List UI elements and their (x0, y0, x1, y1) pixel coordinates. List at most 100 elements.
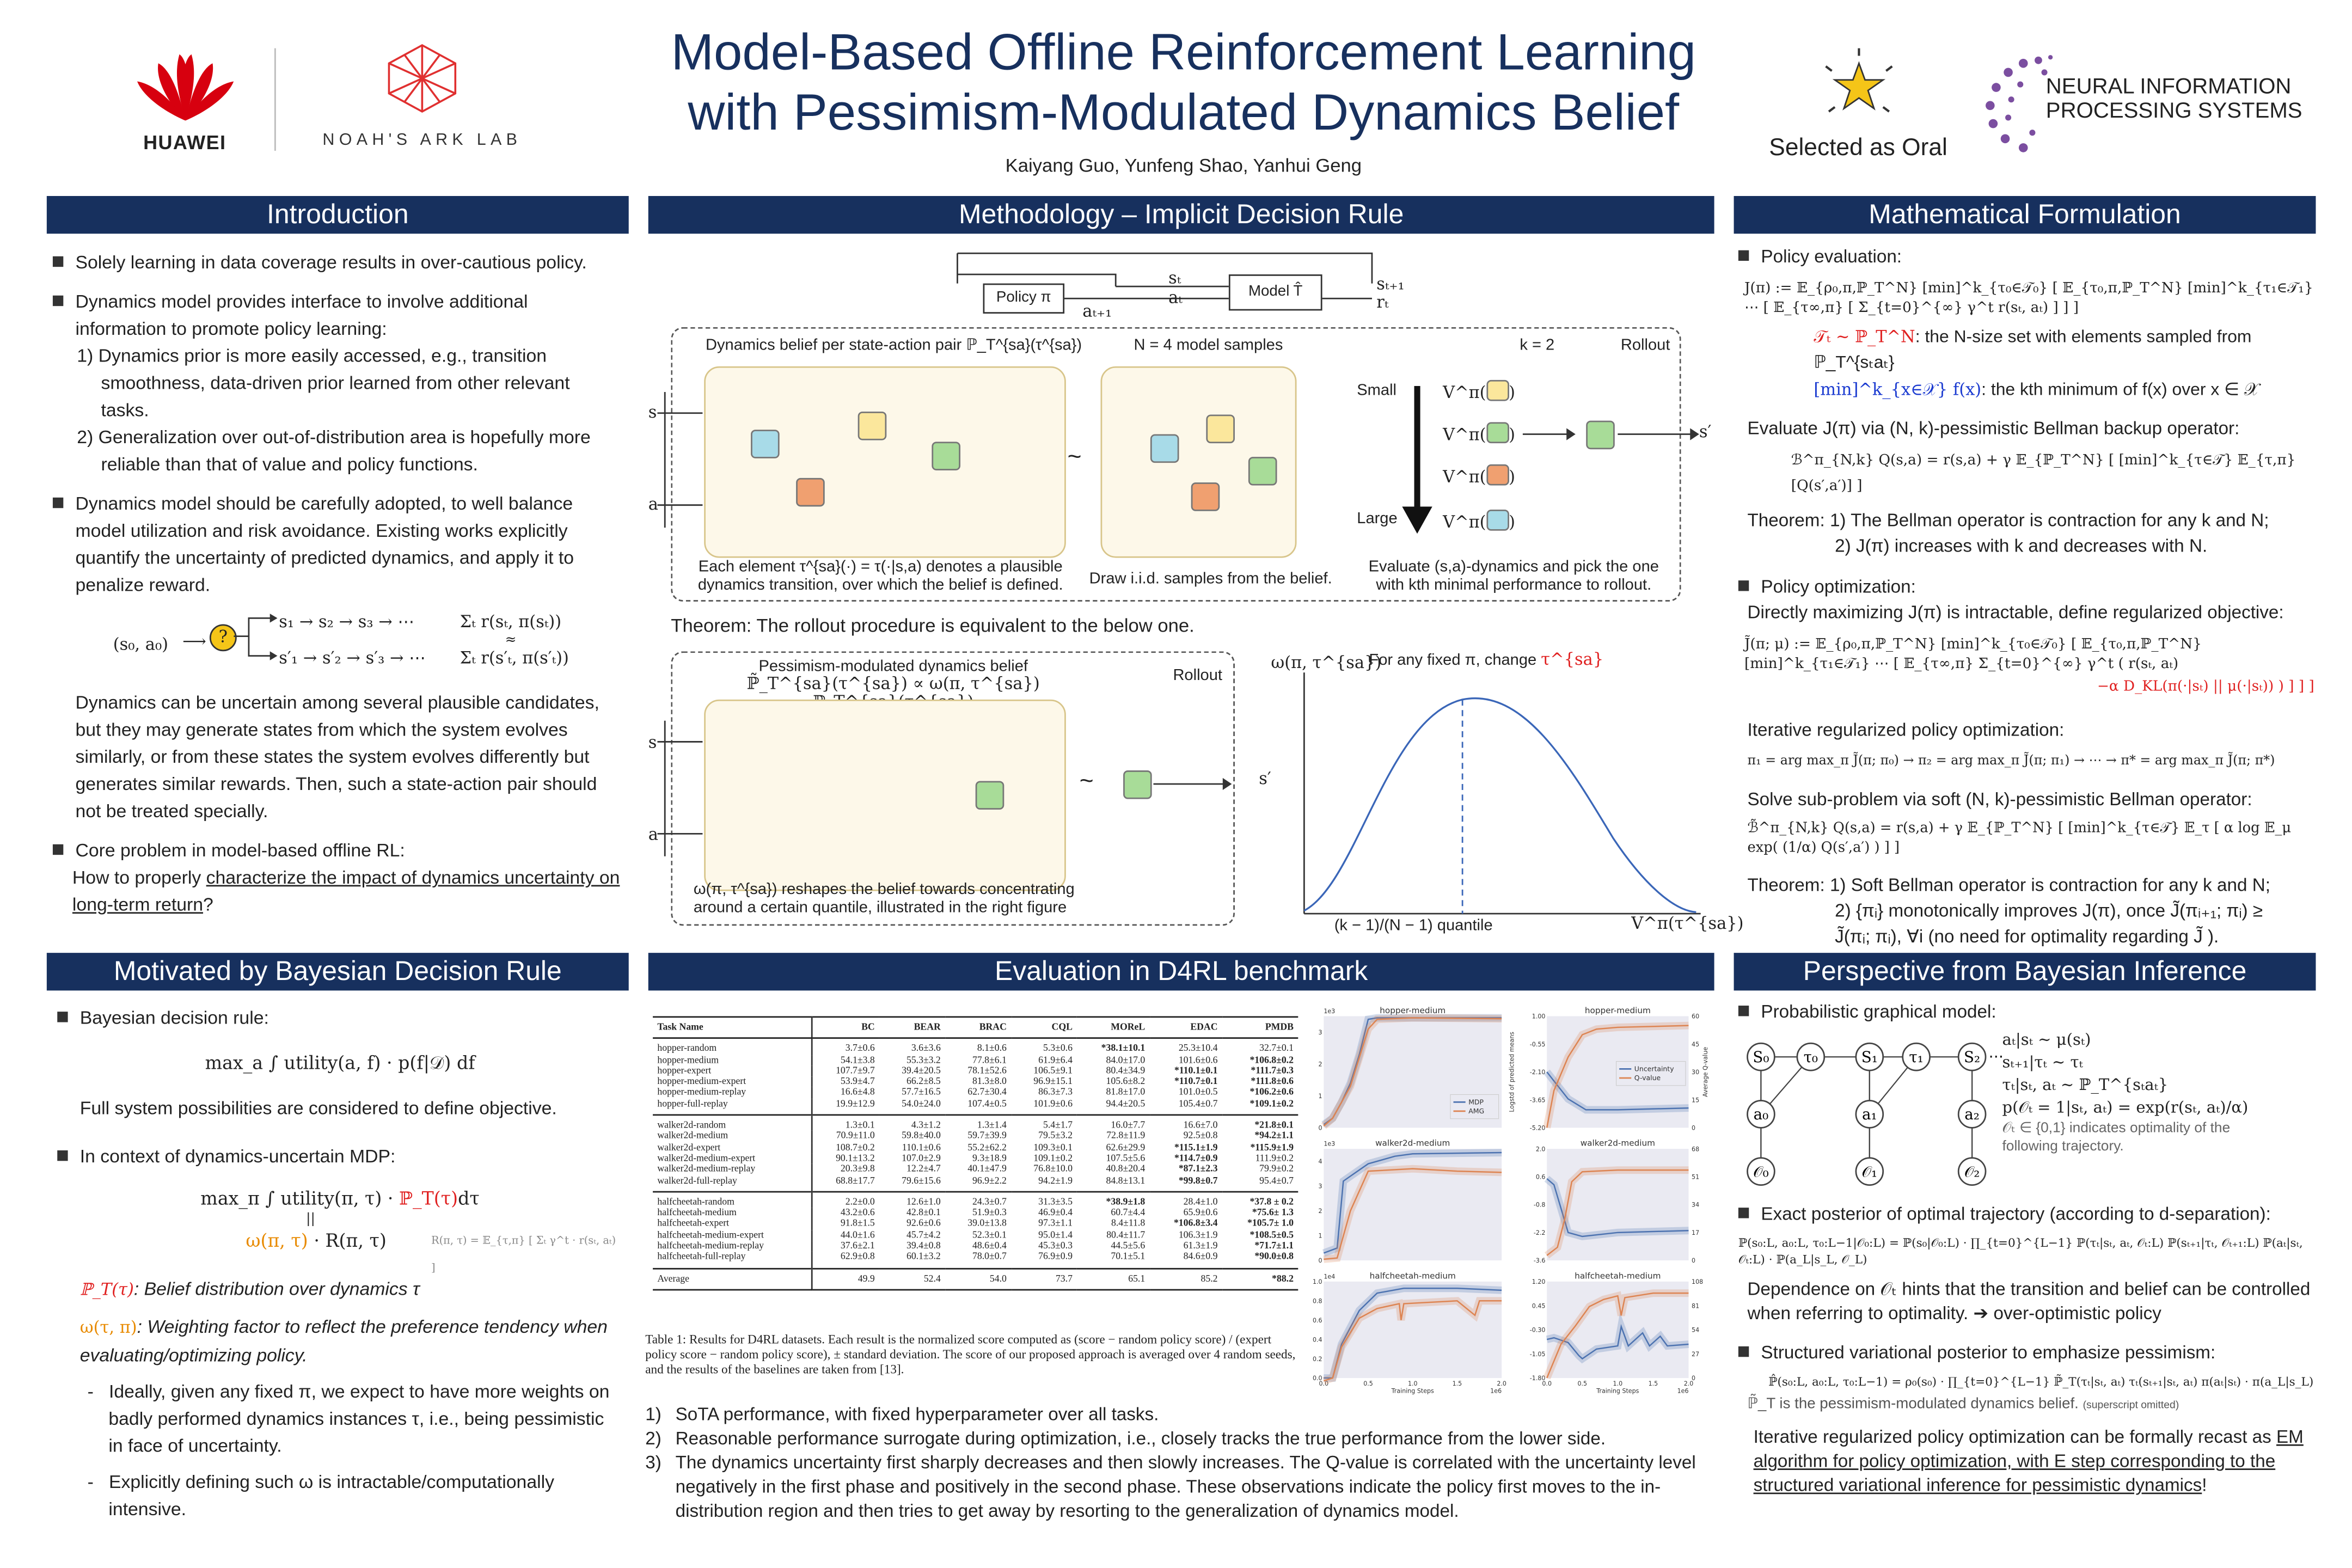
score-cell: 84.6±0.9 (1183, 1252, 1218, 1263)
y-tick-label: -5.20 (1530, 1125, 1546, 1132)
bayes-decision-content: Bayesian decision rule: max_a ∫ utility(… (57, 1004, 622, 1523)
task-name-cell: hopper-random (653, 1038, 813, 1055)
score-cell: 44.0±1.6 (840, 1229, 875, 1241)
bi-bullet-1: Probabilistic graphical model: (1738, 1000, 2314, 1024)
series-line-qvalue (1546, 1169, 1689, 1256)
equation-regularized: J̃(π; μ) := 𝔼_{ρ₀,π,ℙ_T^N} [min]^k_{τ₀∈𝒯… (1744, 636, 2202, 673)
task-name-cell: walker2d-medium-expert (653, 1153, 813, 1165)
task-name-cell: hopper-expert (653, 1065, 813, 1077)
score-cell: 1.3±0.1 (812, 1114, 880, 1131)
score-cell: *115.9±1.9 (1250, 1142, 1294, 1153)
model-def-4: p(𝒪ₜ = 1|sₜ, aₜ) = exp(r(sₜ, aₜ)/α) (2002, 1099, 2249, 1117)
introduction-heading: Introduction (46, 195, 629, 234)
rollout-panel-bottom (671, 651, 1235, 926)
table-row: walker2d-medium-expert 90.1±13.2 107.0±2.9… (653, 1153, 1298, 1165)
score-cell: *106.2±0.6 (1250, 1087, 1294, 1099)
value-yellow: V^π() (1443, 379, 1515, 402)
score-cell: 84.8±13.1 (1106, 1175, 1146, 1186)
k-label: k = 2 (1520, 336, 1555, 354)
variational-posterior-eq: ℙ̂(s₀:L, a₀:L, τ₀:L−1) = ρ₀(s₀) · ∏_{t=0… (1768, 1375, 2314, 1389)
graph-node (1855, 1042, 1884, 1071)
y-tick-label: 0.4 (1313, 1336, 1322, 1343)
score-cell: 77.8±6.1 (972, 1055, 1007, 1065)
core-problem-pre: How to properly (72, 867, 206, 889)
score-cell: 97.3±1.1 (1038, 1218, 1073, 1230)
y2-tick-label: 81 (1692, 1302, 1699, 1309)
score-cell: 65.9±0.6 (1183, 1208, 1218, 1218)
column-header: EDAC (1149, 1016, 1222, 1039)
score-cell: 16.6±4.8 (840, 1087, 875, 1099)
y-tick-label: 0 (1319, 1257, 1322, 1264)
y2-tick-label: 54 (1692, 1327, 1699, 1334)
task-name-cell: halfcheetah-expert (653, 1218, 813, 1230)
legend-label: Q-value (1634, 1074, 1661, 1082)
legend (1450, 1094, 1499, 1119)
y-tick-label: 0.8 (1313, 1297, 1322, 1304)
input-arrows (657, 391, 703, 528)
plot-scale-note: 1e3 (1324, 1141, 1335, 1148)
table-row: halfcheetah-medium-replay 37.6±2.1 39.4±0.… (653, 1241, 1298, 1252)
y-tick-label: -2.10 (1530, 1069, 1546, 1076)
score-cell: 68.8±17.7 (836, 1175, 875, 1186)
table-row: hopper-medium 54.1±3.8 55.3±3.2 77.8±6.1 61.… (653, 1055, 1298, 1066)
bd-def-belief: ℙ_T(τ): Belief distribution over dynamic… (57, 1276, 622, 1304)
neurips-dots-icon (1986, 55, 2053, 152)
trajectory-diagram: (s₀, a₀) ⟶ ? s₁ → s₂ → s₃ → ⋯ s′₁ → s′₂ … (53, 604, 623, 689)
math-heading: Mathematical Formulation (1734, 195, 2316, 234)
graph-node-label: S₀ (1753, 1048, 1769, 1066)
score-cell: 32.7±0.1 (1259, 1044, 1294, 1055)
eval-point-num: 3) (645, 1451, 661, 1473)
score-cell: 16.0±7.7 (1077, 1114, 1150, 1131)
intro-bullet-4: Core problem in model-based offline RL: (52, 837, 623, 864)
bi-text: Exact posterior of optimal trajectory (a… (1761, 1203, 2271, 1224)
y-tick-label: -3.6 (1534, 1257, 1546, 1264)
table-row: halfcheetah-medium 43.2±0.6 42.8±0.1 51.9±0… (653, 1208, 1298, 1219)
diagram-approx: ≈ (505, 633, 517, 648)
def-tau-text: : the N-size set with elements sampled f… (1814, 328, 2252, 372)
y-tick-label: -2.2 (1534, 1229, 1546, 1236)
caption-reshape: ω(π, τ^{sa}) reshapes the belief towards… (693, 880, 1075, 917)
plot-area (1324, 1281, 1502, 1379)
x-axis-label: Training Steps (1596, 1388, 1639, 1395)
task-name-cell: walker2d-random (653, 1114, 813, 1131)
table-row: walker2d-full-replay 68.8±17.7 79.6±15.6 96… (653, 1175, 1298, 1192)
graph-node (1747, 1157, 1775, 1186)
model-def-2: sₜ₊₁|τₜ ∼ τₜ (2002, 1054, 2083, 1072)
score-cell: 37.6±2.1 (840, 1241, 875, 1252)
table-row: hopper-medium-expert 53.9±4.7 66.2±8.5 81.3… (653, 1076, 1298, 1088)
oral-badge: Selected as Oral (1756, 45, 1960, 163)
score-cell: 76.9±0.9 (1038, 1252, 1073, 1263)
core-problem-post: ? (203, 894, 213, 915)
neurips-text-2: PROCESSING SYSTEMS (2045, 99, 2302, 124)
y-tick-label: 0.6 (1313, 1317, 1322, 1324)
series-line-mdp (1323, 1152, 1502, 1254)
score-cell: 110.1±0.6 (902, 1142, 941, 1153)
plot-title: halfcheetah-medium (1370, 1271, 1456, 1281)
score-cell: 107.7±9.7 (836, 1065, 875, 1076)
curve-title-var: τ^{sa} (1541, 650, 1604, 670)
column-header: PMDB (1222, 1016, 1298, 1039)
model-def-3: τₜ|sₜ, aₜ ∼ ℙ_T^{sₜaₜ} (2002, 1076, 2169, 1095)
table-caption: Table 1: Results for D4RL datasets. Each… (645, 1332, 1296, 1377)
score-cell: 79.5±3.2 (1038, 1131, 1073, 1142)
task-name-cell: walker2d-medium (653, 1131, 813, 1143)
bi-text-2: Dependence on 𝒪ₜ hints that the transiti… (1747, 1278, 2311, 1324)
score-cell: *109.1±0.2 (1250, 1099, 1294, 1110)
sample-blue (1150, 434, 1179, 463)
bd-eq2-rdef: R(π, τ) = 𝔼_{τ,π} [ Σₜ γ^t · r(sₜ, aₜ) ] (431, 1234, 616, 1274)
score-cell: 40.1±47.9 (967, 1164, 1007, 1175)
score-cell: 105.6±8.2 (1106, 1076, 1146, 1088)
score-cell: *90.0±0.8 (1254, 1252, 1294, 1263)
series-line-amg (1323, 1300, 1502, 1382)
pm-picked-green (1123, 770, 1152, 799)
score-cell: *21.8±0.1 (1222, 1114, 1298, 1131)
y-tick-label: -0.55 (1530, 1041, 1546, 1048)
score-cell: 80.4±11.7 (1106, 1229, 1146, 1241)
score-cell: *75.6± 1.3 (1252, 1208, 1294, 1218)
pm-sample-green (975, 781, 1004, 810)
bayes-decision-heading: Motivated by Bayesian Decision Rule (46, 953, 629, 991)
score-cell: 70.1±5.1 (1111, 1252, 1146, 1263)
def-kmin-symbol: [min]^k_{x∈𝒳} f(x) (1814, 379, 1982, 400)
intro-text: Dynamics model should be carefully adopt… (75, 493, 574, 596)
